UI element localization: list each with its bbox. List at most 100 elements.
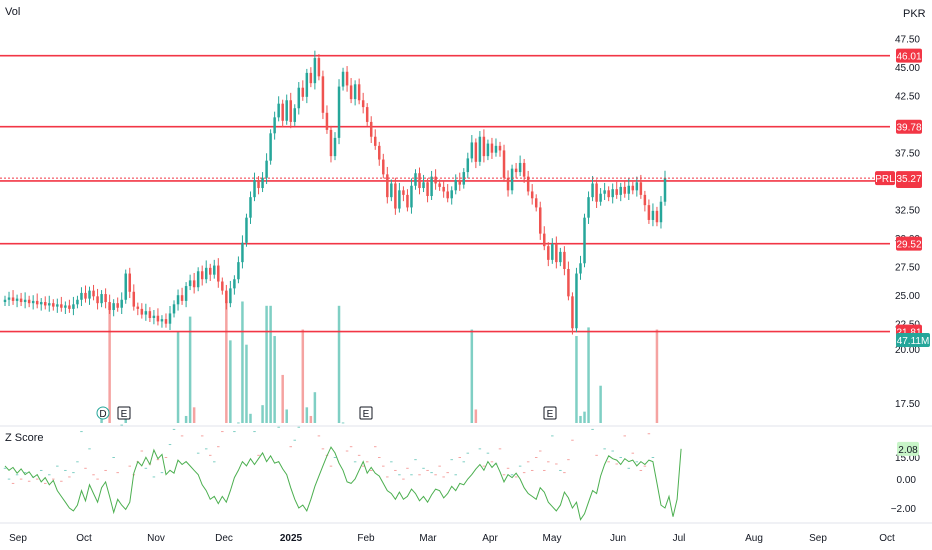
volume-bar	[575, 336, 578, 423]
volume-bar	[213, 461, 216, 463]
volume-bar	[104, 469, 107, 471]
candle-body	[386, 174, 389, 198]
candle-body	[241, 242, 244, 263]
volume-bar	[373, 446, 377, 448]
volume-tick-label: 15.00	[895, 453, 920, 464]
candle-body	[611, 189, 614, 198]
candle-body	[333, 137, 337, 157]
volume-bar	[563, 472, 566, 474]
candle-body	[156, 315, 160, 322]
volume-bar	[382, 465, 385, 467]
candle-body	[555, 243, 558, 263]
volume-bar	[245, 344, 248, 423]
volume-bar	[76, 461, 79, 463]
volume-bar	[631, 452, 635, 454]
volume-bar	[321, 448, 325, 450]
candle-body	[23, 299, 27, 303]
candle-body	[631, 185, 635, 191]
volume-bar	[547, 461, 550, 463]
earnings-marker	[359, 406, 373, 420]
volume-bar	[172, 428, 176, 430]
candle-body	[229, 288, 232, 304]
volume-bar	[599, 385, 602, 423]
volume-bar	[647, 433, 651, 435]
candle-body	[635, 182, 639, 191]
volume-bar	[180, 435, 184, 437]
price-tick-label: 25.00	[895, 291, 920, 302]
volume-bar	[530, 469, 534, 471]
volume-bar	[442, 476, 445, 478]
volume-bar	[450, 459, 453, 461]
x-axis-label: Jul	[673, 533, 686, 544]
candle-body	[571, 296, 574, 329]
volume-bar	[249, 413, 252, 423]
volume-bar	[462, 461, 466, 463]
volume-bar	[510, 474, 514, 476]
candle-body	[349, 85, 353, 100]
candle-body	[410, 185, 413, 208]
candle-body	[52, 303, 55, 307]
candle-body	[301, 87, 305, 97]
volume-bar	[116, 472, 119, 474]
zscore-tick-label: 0.00	[897, 475, 917, 486]
volume-bar	[538, 450, 542, 452]
candle-body	[619, 186, 622, 195]
volume-bar	[543, 469, 546, 471]
candle-body	[378, 145, 381, 160]
volume-pill	[896, 333, 930, 347]
volume-bar	[281, 374, 284, 423]
volume-bar	[60, 480, 63, 482]
candle-body	[341, 71, 345, 87]
candle-body	[651, 210, 655, 220]
volume-bar	[434, 474, 437, 476]
candle-body	[426, 182, 429, 197]
candle-body	[563, 251, 566, 269]
volume-bar	[337, 305, 341, 423]
candle-body	[583, 217, 586, 264]
volume-bar	[615, 463, 618, 465]
volume-bar	[486, 452, 490, 454]
candle-body	[369, 121, 373, 137]
volume-bar	[192, 407, 196, 423]
candle-body	[406, 194, 409, 208]
x-axis-label: Jun	[610, 533, 626, 544]
price-tick-label: 42.50	[895, 92, 920, 103]
volume-bar	[100, 418, 103, 423]
volume-bar	[128, 465, 132, 467]
candle-body	[96, 296, 99, 304]
volume-bar	[430, 472, 433, 474]
volume-bar	[152, 476, 156, 478]
candle-body	[64, 305, 67, 308]
candle-body	[559, 251, 562, 263]
event-marker-label: E	[121, 409, 128, 420]
volume-bar	[257, 454, 260, 456]
x-axis-label: Nov	[147, 533, 165, 544]
volume-bar	[265, 305, 268, 423]
candle-body	[373, 136, 377, 146]
candle-body	[305, 72, 309, 97]
event-marker-label: E	[547, 409, 554, 420]
candle-body	[3, 299, 7, 303]
volume-bar	[595, 454, 598, 456]
candle-body	[140, 308, 144, 315]
price-tick-label: 45.00	[895, 63, 920, 74]
volume-bar	[482, 465, 486, 467]
volume-bar	[522, 472, 526, 474]
volume-bar	[208, 454, 212, 456]
volume-tick-label: 17.50	[895, 399, 920, 410]
candle-body	[353, 84, 357, 100]
volume-bar	[402, 478, 405, 480]
candle-body	[522, 162, 526, 177]
volume-bar	[52, 478, 55, 480]
volume-bar	[261, 405, 264, 423]
candle-body	[27, 299, 31, 304]
volume-bar	[655, 329, 659, 423]
candle-body	[249, 197, 252, 218]
candle-body	[293, 108, 297, 122]
volume-bar	[458, 457, 462, 458]
volume-bar	[3, 467, 7, 469]
candle-body	[11, 297, 15, 301]
candle-body	[450, 190, 453, 199]
volume-bar	[225, 301, 228, 423]
